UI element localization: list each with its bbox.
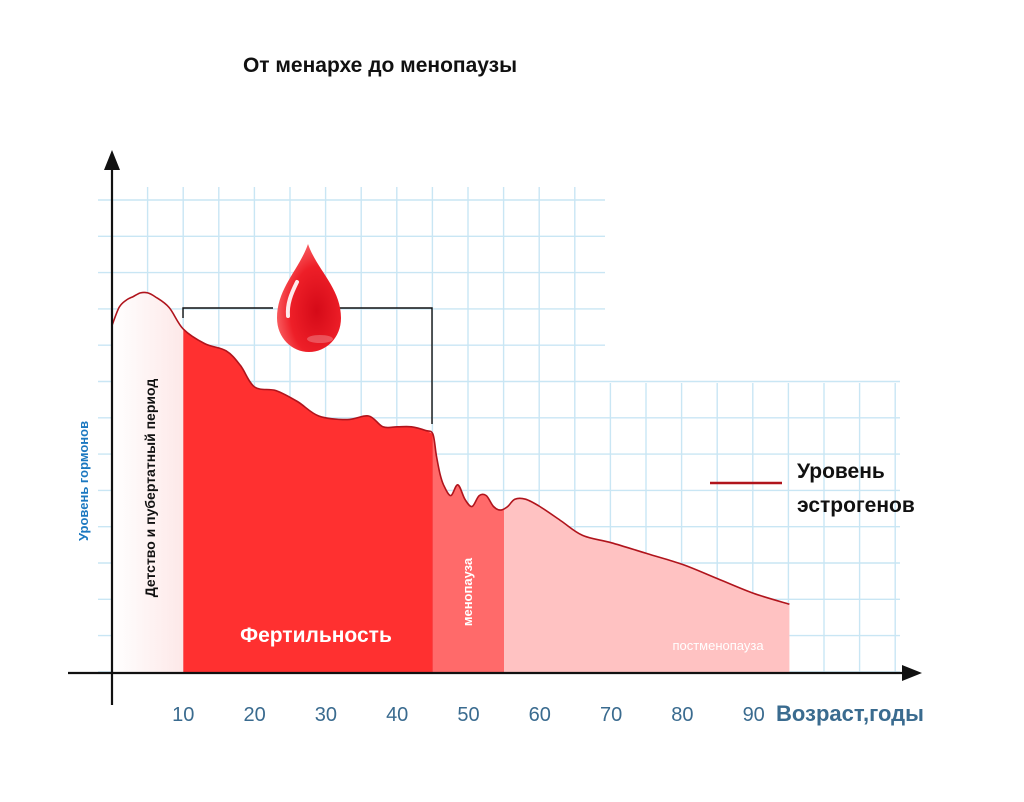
area-region [432, 434, 505, 673]
chart-title: От менархе до менопаузы [243, 54, 517, 77]
legend-label-line2: эстрогенов [797, 494, 915, 517]
fertility-bracket [182, 307, 433, 424]
x-axis-label: Возраст,годы [776, 701, 924, 726]
x-tick-label: 30 [315, 704, 337, 726]
x-tick-label: 40 [386, 704, 408, 726]
region-label-menopause: менопауза [460, 557, 475, 626]
area-region [504, 498, 790, 673]
series-line-estrogen [111, 291, 790, 605]
y-axis-arrow-icon [104, 150, 120, 170]
x-tick-label: 80 [671, 704, 693, 726]
legend: Уровень эстрогенов [710, 460, 915, 517]
area-region [112, 292, 184, 673]
x-tick-labels: 10 20 30 40 50 60 70 80 90 [172, 704, 765, 726]
x-tick-label: 10 [172, 704, 194, 726]
x-tick-label: 90 [743, 704, 765, 726]
region-label-childhood: Детство и пубертатный период [142, 379, 158, 598]
area-region [183, 329, 433, 673]
x-tick-label: 60 [529, 704, 551, 726]
region-label-postmenopause: постменопауза [672, 638, 764, 653]
y-axis-label: Уровень гормонов [76, 421, 91, 541]
axes [68, 150, 922, 705]
x-tick-label: 50 [457, 704, 479, 726]
blood-drop-icon [277, 244, 341, 352]
x-tick-label: 20 [243, 704, 265, 726]
region-label-fertility: Фертильность [240, 624, 392, 647]
area-regions [111, 291, 790, 673]
legend-label-line1: Уровень [797, 460, 885, 483]
x-axis-arrow-icon [902, 665, 922, 681]
x-tick-label: 70 [600, 704, 622, 726]
